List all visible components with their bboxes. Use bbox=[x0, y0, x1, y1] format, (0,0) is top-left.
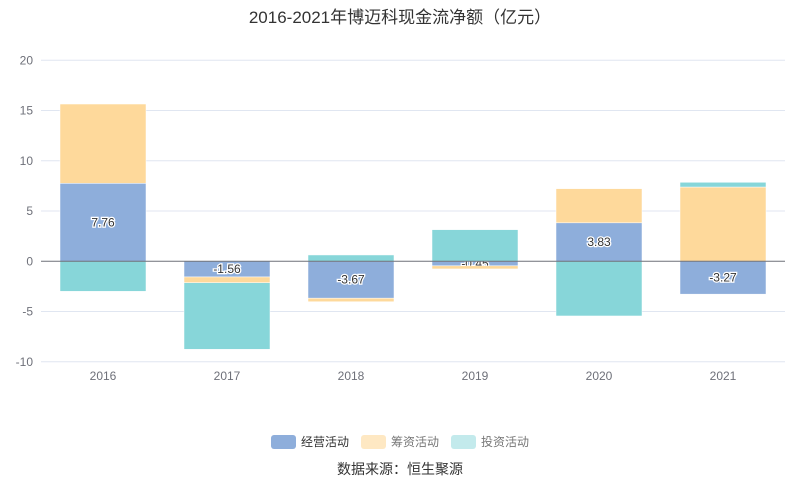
y-tick-label: 10 bbox=[20, 154, 34, 168]
y-tick-label: 20 bbox=[20, 53, 34, 67]
bar-chart: 20 15 10 5 0 -5 -10 7.76 2016 -1.56 2017 -3.67 2018 -… bbox=[16, 53, 785, 383]
bar-筹资活动-2019 bbox=[431, 265, 519, 270]
bar-筹资活动-2020 bbox=[555, 188, 643, 224]
legend-label: 投资活动 bbox=[481, 435, 530, 449]
x-tick-label: 2016 bbox=[90, 369, 117, 383]
data-label: 3.83 bbox=[587, 235, 611, 249]
bar-投资活动-2019 bbox=[431, 229, 519, 262]
bar-投资活动-2021 bbox=[679, 182, 767, 188]
legend-item[interactable]: 经营活动 bbox=[270, 433, 349, 450]
legend-swatch bbox=[270, 434, 296, 449]
legend-swatch bbox=[451, 434, 476, 449]
x-tick-label: 2020 bbox=[586, 369, 613, 383]
bar-投资活动-2016 bbox=[59, 261, 147, 292]
bar-经营活动-2018 bbox=[307, 261, 395, 299]
legend-swatch bbox=[360, 434, 386, 449]
bar-投资活动-2018 bbox=[307, 254, 395, 262]
legend-item[interactable]: 筹资活动 bbox=[360, 433, 439, 450]
data-label: -3.67 bbox=[337, 273, 365, 287]
legend-label: 经营活动 bbox=[300, 435, 349, 449]
bar-投资活动-2020 bbox=[555, 261, 643, 317]
data-label: -3.27 bbox=[709, 271, 737, 285]
y-tick-label: 5 bbox=[26, 204, 33, 218]
y-tick-label: 15 bbox=[20, 104, 34, 118]
bar-经营活动-2021 bbox=[679, 261, 767, 295]
y-tick-label: -10 bbox=[16, 355, 34, 369]
data-label: -1.56 bbox=[213, 262, 241, 276]
chart-title: 2016-2021年博迈科现金流净额（亿元） bbox=[248, 8, 552, 27]
bar-筹资活动-2021 bbox=[679, 186, 767, 262]
y-tick-label: 0 bbox=[26, 254, 33, 268]
x-tick-label: 2018 bbox=[338, 369, 365, 383]
bar-投资活动-2017 bbox=[183, 282, 271, 350]
x-tick-label: 2021 bbox=[710, 369, 737, 383]
bar-筹资活动-2017 bbox=[183, 276, 271, 283]
bar-筹资活动-2016 bbox=[59, 103, 147, 184]
data-source: 数据来源：恒生聚源 bbox=[337, 461, 463, 477]
bar-筹资活动-2018 bbox=[307, 297, 395, 302]
legend: 经营活动 筹资活动 投资活动 bbox=[0, 433, 800, 450]
legend-item[interactable]: 投资活动 bbox=[451, 433, 529, 450]
x-tick-label: 2019 bbox=[462, 369, 489, 383]
x-tick-label: 2017 bbox=[214, 369, 241, 383]
bar-经营活动-2020 bbox=[555, 222, 643, 262]
y-tick-label: -5 bbox=[22, 305, 33, 319]
data-label: 7.76 bbox=[91, 215, 115, 229]
bar-经营活动-2016 bbox=[59, 183, 147, 262]
legend-label: 筹资活动 bbox=[390, 435, 439, 449]
